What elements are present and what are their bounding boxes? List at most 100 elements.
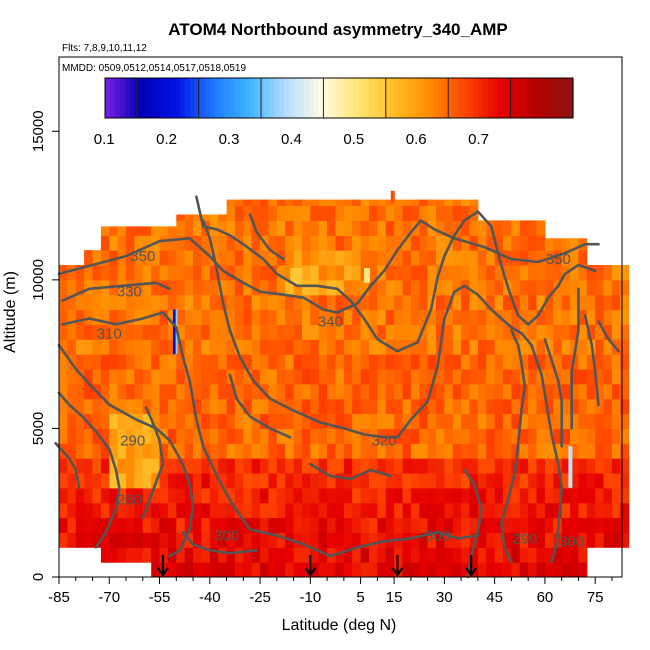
heatmap-cell [427,562,437,578]
heatmap-cell [519,517,529,533]
heatmap-cell [276,383,286,400]
colorbar: 0.1 0.2 0.3 0.4 0.5 0.6 0.7 [94,77,574,148]
heatmap-cell [184,220,194,236]
heatmap-cell [528,532,538,548]
heatmap-cell [167,398,177,415]
y-tick-label: 5000 [30,412,47,445]
heatmap-cell [461,413,470,429]
heatmap-cell [486,265,496,281]
heatmap-cell [578,443,588,459]
contour-label: 300 [425,527,450,544]
heatmap-cell [427,428,437,444]
heatmap-cell [377,502,387,519]
heatmap-cell [327,309,336,325]
heatmap-cell [436,220,445,236]
heatmap-cell [117,517,127,533]
heatmap-cell [410,443,420,459]
heatmap-cell [369,279,378,296]
heatmap-cell [452,205,462,221]
heatmap-cell [302,547,311,563]
heatmap-cell [167,279,177,296]
heatmap-cell [193,443,202,459]
heatmap-cell [553,339,563,355]
heatmap-cell [578,279,588,296]
heatmap-cell [452,250,462,266]
heatmap-cell [461,220,470,236]
heatmap-cell [369,532,378,548]
heatmap-cell [293,562,303,578]
heatmap-cell [159,532,169,548]
heatmap-cell [218,547,228,563]
heatmap-cell [452,235,462,251]
heatmap-cell [611,413,621,429]
heatmap-cell [494,562,504,578]
heatmap-cell [134,354,144,370]
heatmap-cell [528,413,538,429]
colorbar-segment [423,78,430,118]
heatmap-cell [444,294,454,311]
heatmap-cell [218,487,228,504]
heatmap-cell [234,413,244,429]
heatmap-cell [327,339,336,355]
heatmap-cell [226,205,236,221]
heatmap-cell [75,369,85,385]
heatmap-cell [84,250,93,266]
heatmap-cell [218,413,228,429]
heatmap-cell [251,398,261,415]
heatmap-cell [494,443,504,459]
heatmap-cell [419,413,429,429]
heatmap-cell [126,324,135,340]
heatmap-cell [92,339,102,355]
contour-label: 290 [120,432,145,449]
heatmap-cell [377,235,387,251]
heatmap-cell [268,265,278,281]
heatmap-cell [561,383,571,400]
contour-line [335,219,600,314]
heatmap-cell [335,250,345,266]
heatmap-cell [327,250,336,266]
heatmap-cell [595,487,605,504]
heatmap-cell [100,502,110,519]
heatmap-cell [570,547,579,563]
colorbar-segment [279,78,285,118]
heatmap-cell [511,502,521,519]
heatmap-cell [360,413,370,429]
heatmap-cell [276,487,286,504]
heatmap-cell [335,309,345,325]
colorbar-segment [289,78,295,118]
heatmap-cell [276,235,286,251]
heatmap-cell [419,339,429,355]
heatmap-cell [167,294,177,311]
heatmap-cell [201,428,211,444]
heatmap-cell [142,547,152,563]
heatmap-cell [385,413,395,429]
heatmap-cell [100,324,110,340]
heatmap-cell [260,502,269,519]
colorbar-segment [269,78,275,118]
heatmap-cell [318,458,328,474]
heatmap-cell [595,458,605,474]
heatmap-cell [276,398,286,415]
heatmap-cell [343,532,353,548]
heatmap-cell [243,235,253,251]
heatmap-cell [452,502,462,519]
heatmap-cell [494,339,504,355]
heatmap-cell [226,532,236,548]
heatmap-cell [260,398,269,415]
heatmap-cell [218,279,228,296]
heatmap-cell [293,220,303,236]
heatmap-cell [193,383,202,400]
heatmap-cell [151,458,161,474]
heatmap-cell [318,398,328,415]
heatmap-cell [234,398,244,415]
heatmap-cell [176,502,186,519]
heatmap-cell [302,265,311,281]
heatmap-cell [519,458,529,474]
heatmap-cell [302,473,311,489]
heatmap-cell [184,458,194,474]
heatmap-cell [100,428,110,444]
heatmap-cell [335,443,345,459]
heatmap-cell [553,547,563,563]
heatmap-cell [544,369,554,385]
heatmap-cell [184,324,194,340]
